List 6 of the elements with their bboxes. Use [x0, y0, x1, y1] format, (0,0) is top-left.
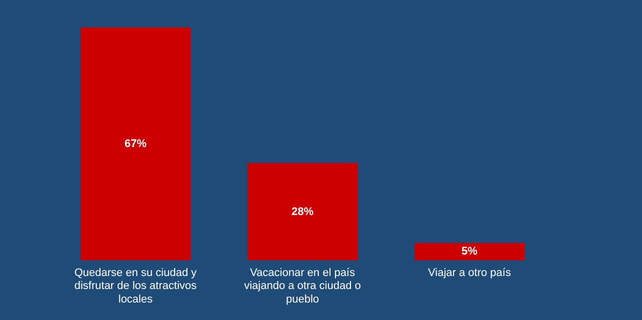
x-tick-label: Quedarse en su ciudad y disfrutar de los atractivos locales	[74, 267, 198, 306]
x-tick-label: Viajar a otro país	[428, 267, 512, 280]
data-label: 5%	[462, 246, 478, 258]
data-label: 67%	[124, 138, 147, 150]
data-label: 28%	[291, 206, 314, 218]
x-tick-label: Vacacionar en el país viajando a otra ciudad o pueblo	[244, 267, 361, 306]
